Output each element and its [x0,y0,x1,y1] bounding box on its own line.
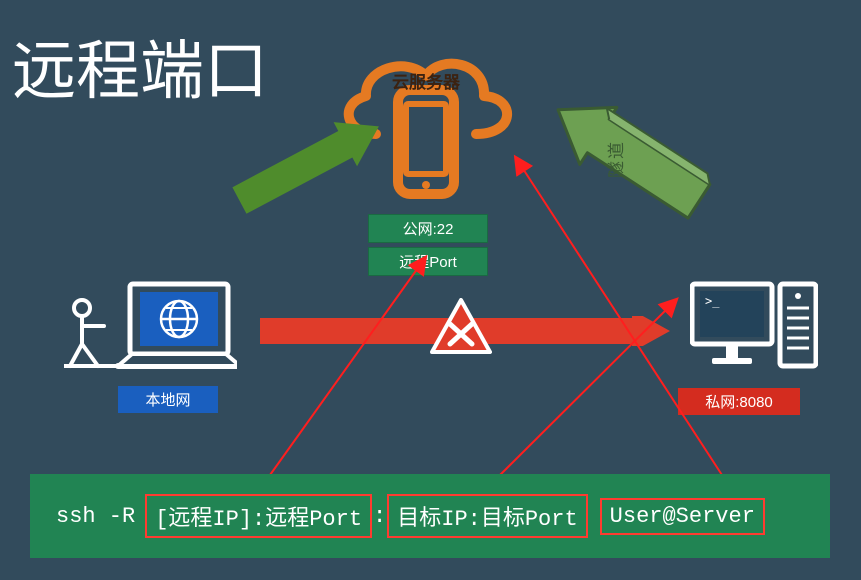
port-remote-label: 远程Port [368,247,488,276]
ssh-command-bar: ssh -R [远程IP]:远程Port : 目标IP:目标Port User@… [30,474,830,558]
private-network-label: 私网:8080 [678,388,800,415]
svg-text:>_: >_ [705,294,720,308]
cmd-sep-1: : [372,504,387,529]
cloud-label: 云服务器 [326,68,526,93]
blocked-x-icon [430,298,492,356]
cmd-target-part: 目标IP:目标Port [387,494,587,538]
remote-server-icon: >_ [690,276,818,382]
port-public-label: 公网:22 [368,214,488,243]
cmd-prefix: ssh -R [46,498,145,535]
cmd-user-part: User@Server [600,498,765,535]
local-network-label: 本地网 [118,386,218,413]
cmd-remote-part: [远程IP]:远程Port [145,494,372,538]
tunnel-label: 隧道 [602,140,627,178]
cloud-port-labels: 公网:22 远程Port [368,214,488,280]
tunnel-arrow-icon [531,77,726,242]
local-laptop-icon [62,278,237,386]
page-title: 远程端口 [12,20,268,112]
